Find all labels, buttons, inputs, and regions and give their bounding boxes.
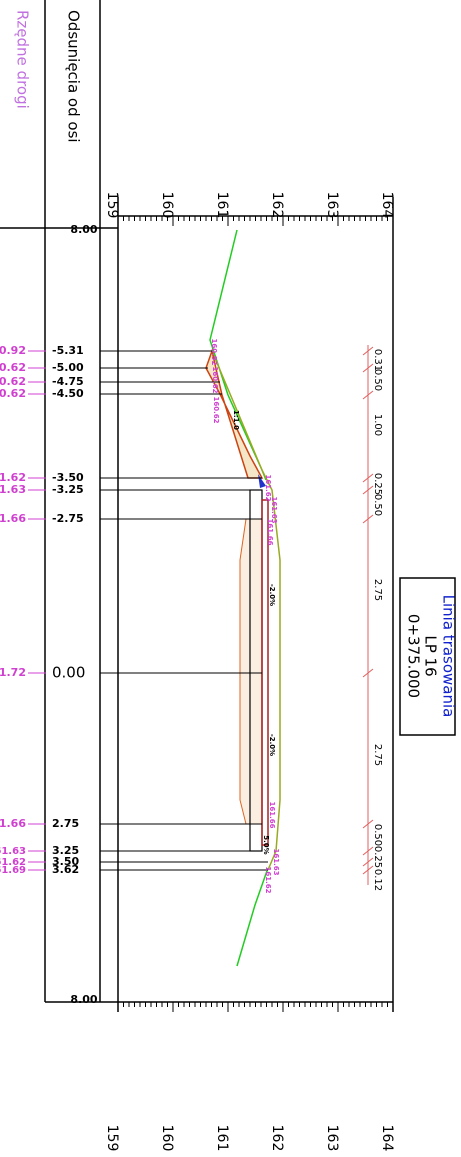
point-annotation: 161.63 — [270, 496, 278, 523]
title-box — [399, 577, 456, 736]
dimension-tick — [362, 363, 374, 373]
frame — [0, 0, 394, 1012]
offset-label: 3.62 — [52, 863, 79, 876]
offset-label: -3.25 — [52, 483, 84, 496]
point-annotation: 161.66 — [266, 518, 274, 545]
point-annotation: 1:1.0 — [232, 410, 240, 430]
scale-label: 163 — [324, 192, 340, 219]
elevation-label: 161.66 — [0, 512, 26, 525]
elevation-label: 161.63 — [0, 483, 26, 496]
title-line: 0+375.000 — [405, 614, 423, 698]
point-annotation: 160.62 — [212, 396, 220, 423]
point-annotation: 161.62 — [264, 474, 272, 501]
dimension-label: 1.00 — [372, 414, 383, 436]
dimension-tick — [362, 514, 374, 524]
ditch — [205, 348, 264, 479]
dimension-label: 0.25 — [372, 846, 383, 868]
datum-label: 8.00 — [70, 223, 97, 236]
elevation-label: 161.72 — [0, 666, 26, 679]
dimension-label: 2.75 — [372, 579, 383, 601]
offset-label: -5.00 — [52, 361, 84, 374]
scale-label: 160 — [159, 1125, 175, 1152]
scale-label: 162 — [269, 192, 285, 219]
point-annotation: 161.63 — [272, 848, 280, 875]
dimension-tick — [362, 865, 374, 875]
scale-label: 159 — [104, 1125, 120, 1152]
dimension-tick — [362, 473, 374, 483]
point-annotation: 160.92 — [210, 338, 218, 365]
offset-label: 3.50 — [52, 855, 79, 868]
offset-label: -4.75 — [52, 375, 84, 388]
dimension-label: 0.31 — [372, 349, 383, 371]
dimension-tick — [362, 819, 374, 829]
title-line: LP 16 — [422, 635, 440, 676]
point-annotation: 160.62 — [211, 366, 219, 393]
scale-label: 164 — [379, 1125, 395, 1152]
point-annotation: -2.0% — [268, 584, 276, 606]
datum-label: 8.00 — [70, 993, 97, 1006]
scale-label: 162 — [269, 1125, 285, 1152]
offset-label: -4.50 — [52, 387, 84, 400]
point-annotation: 161.62 — [264, 866, 272, 893]
elevation-label: 161.63 — [0, 846, 26, 857]
elevation-label: 161.62 — [0, 471, 26, 484]
scale-label: 161 — [214, 1125, 230, 1152]
dimension-label: 0.25 — [372, 473, 383, 495]
terrain-line — [236, 867, 269, 967]
pavement-layer — [261, 499, 269, 846]
point-annotation: 161.66 — [268, 801, 276, 828]
dimension-tick — [362, 390, 374, 400]
scale-label: 159 — [104, 192, 120, 219]
point-annotation: -2.0% — [268, 734, 276, 756]
dimension-tick — [362, 846, 374, 856]
dimension-label: 0.50 — [372, 369, 383, 391]
point-annotation: 5.0% — [262, 835, 270, 854]
scale-label: 163 — [324, 1125, 340, 1152]
dimension-tick — [362, 668, 374, 678]
scale-label: 164 — [379, 192, 395, 219]
dimension-label: 0.12 — [372, 869, 383, 891]
offset-label: 3.25 — [52, 844, 79, 857]
elevation-label: 160.62 — [0, 387, 26, 400]
column-header: Rzędne drogi — [14, 10, 32, 109]
elevation-label: 161.62 — [0, 857, 26, 868]
title-line: Linia trasowania — [440, 595, 458, 718]
dimension-tick — [362, 857, 374, 867]
elevation-label: 161.66 — [0, 817, 26, 830]
dimension-tick — [362, 346, 374, 356]
dimension-label: 0.50 — [372, 494, 383, 516]
scale-ticks — [117, 216, 394, 1012]
dimension-tick — [362, 485, 374, 495]
dimension-ticks — [362, 346, 374, 875]
column-header: Odsunięcia od osi — [65, 10, 83, 143]
elevation-label: 160.92 — [0, 344, 26, 357]
dimension-label: 0.50 — [372, 824, 383, 846]
road-surface — [211, 350, 281, 871]
scale-label: 160 — [159, 192, 175, 219]
elevation-label: 161.69 — [0, 865, 26, 876]
offset-label: -3.50 — [52, 471, 84, 484]
offset-label: 2.75 — [52, 817, 79, 830]
elevation-label: 160.62 — [0, 361, 26, 374]
offset-label: 0.00 — [52, 664, 85, 682]
offset-label: -5.31 — [52, 344, 84, 357]
offset-label: -2.75 — [52, 512, 84, 525]
elevation-label: 160.62 — [0, 375, 26, 388]
dimension-label: 2.75 — [372, 744, 383, 766]
subgrade — [239, 518, 263, 825]
scale-label: 161 — [214, 192, 230, 219]
